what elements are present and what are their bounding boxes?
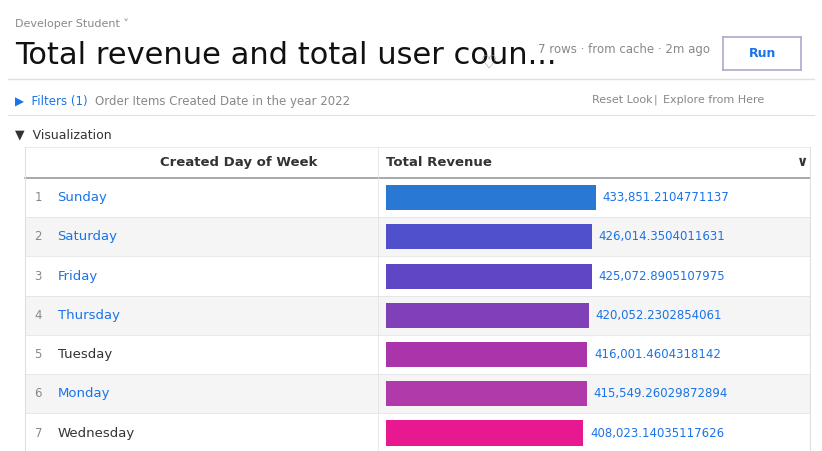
Text: ∨: ∨ bbox=[797, 155, 809, 169]
Text: Created Day of Week: Created Day of Week bbox=[160, 156, 317, 169]
Text: ▼  Visualization: ▼ Visualization bbox=[15, 129, 112, 142]
Text: 1: 1 bbox=[35, 191, 42, 204]
Text: Saturday: Saturday bbox=[58, 230, 118, 244]
Text: 7: 7 bbox=[35, 427, 42, 440]
Text: Tuesday: Tuesday bbox=[58, 348, 112, 361]
Text: 4: 4 bbox=[35, 309, 42, 322]
Text: ▶  Filters (1): ▶ Filters (1) bbox=[15, 95, 87, 108]
Text: Thursday: Thursday bbox=[58, 309, 119, 322]
Text: 2: 2 bbox=[35, 230, 42, 244]
Text: 420,052.2302854061: 420,052.2302854061 bbox=[596, 309, 723, 322]
Text: Run: Run bbox=[749, 47, 776, 60]
Text: ♡: ♡ bbox=[481, 54, 497, 72]
Text: Developer Student ˅: Developer Student ˅ bbox=[15, 18, 129, 28]
Text: Explore from Here: Explore from Here bbox=[663, 95, 764, 105]
Text: 7 rows · from cache · 2m ago: 7 rows · from cache · 2m ago bbox=[538, 43, 710, 56]
Text: 3: 3 bbox=[35, 270, 42, 283]
Text: |: | bbox=[653, 95, 657, 105]
Text: 426,014.3504011631: 426,014.3504011631 bbox=[598, 230, 726, 244]
Text: 425,072.8905107975: 425,072.8905107975 bbox=[598, 270, 725, 283]
Text: 5: 5 bbox=[35, 348, 42, 361]
Text: Order Items Created Date in the year 2022: Order Items Created Date in the year 202… bbox=[95, 95, 349, 108]
Text: 415,549.26029872894: 415,549.26029872894 bbox=[593, 387, 728, 400]
Text: Total Revenue: Total Revenue bbox=[386, 156, 492, 169]
Text: Reset Look: Reset Look bbox=[592, 95, 653, 105]
Text: 6: 6 bbox=[35, 387, 42, 400]
Text: Monday: Monday bbox=[58, 387, 110, 400]
Text: 408,023.14035117626: 408,023.14035117626 bbox=[590, 427, 724, 440]
Text: 416,001.4604318142: 416,001.4604318142 bbox=[594, 348, 721, 361]
Text: Total revenue and total user coun...: Total revenue and total user coun... bbox=[15, 41, 556, 69]
Text: Wednesday: Wednesday bbox=[58, 427, 135, 440]
Text: Friday: Friday bbox=[58, 270, 98, 283]
Text: 433,851.2104771137: 433,851.2104771137 bbox=[603, 191, 729, 204]
Text: Sunday: Sunday bbox=[58, 191, 108, 204]
